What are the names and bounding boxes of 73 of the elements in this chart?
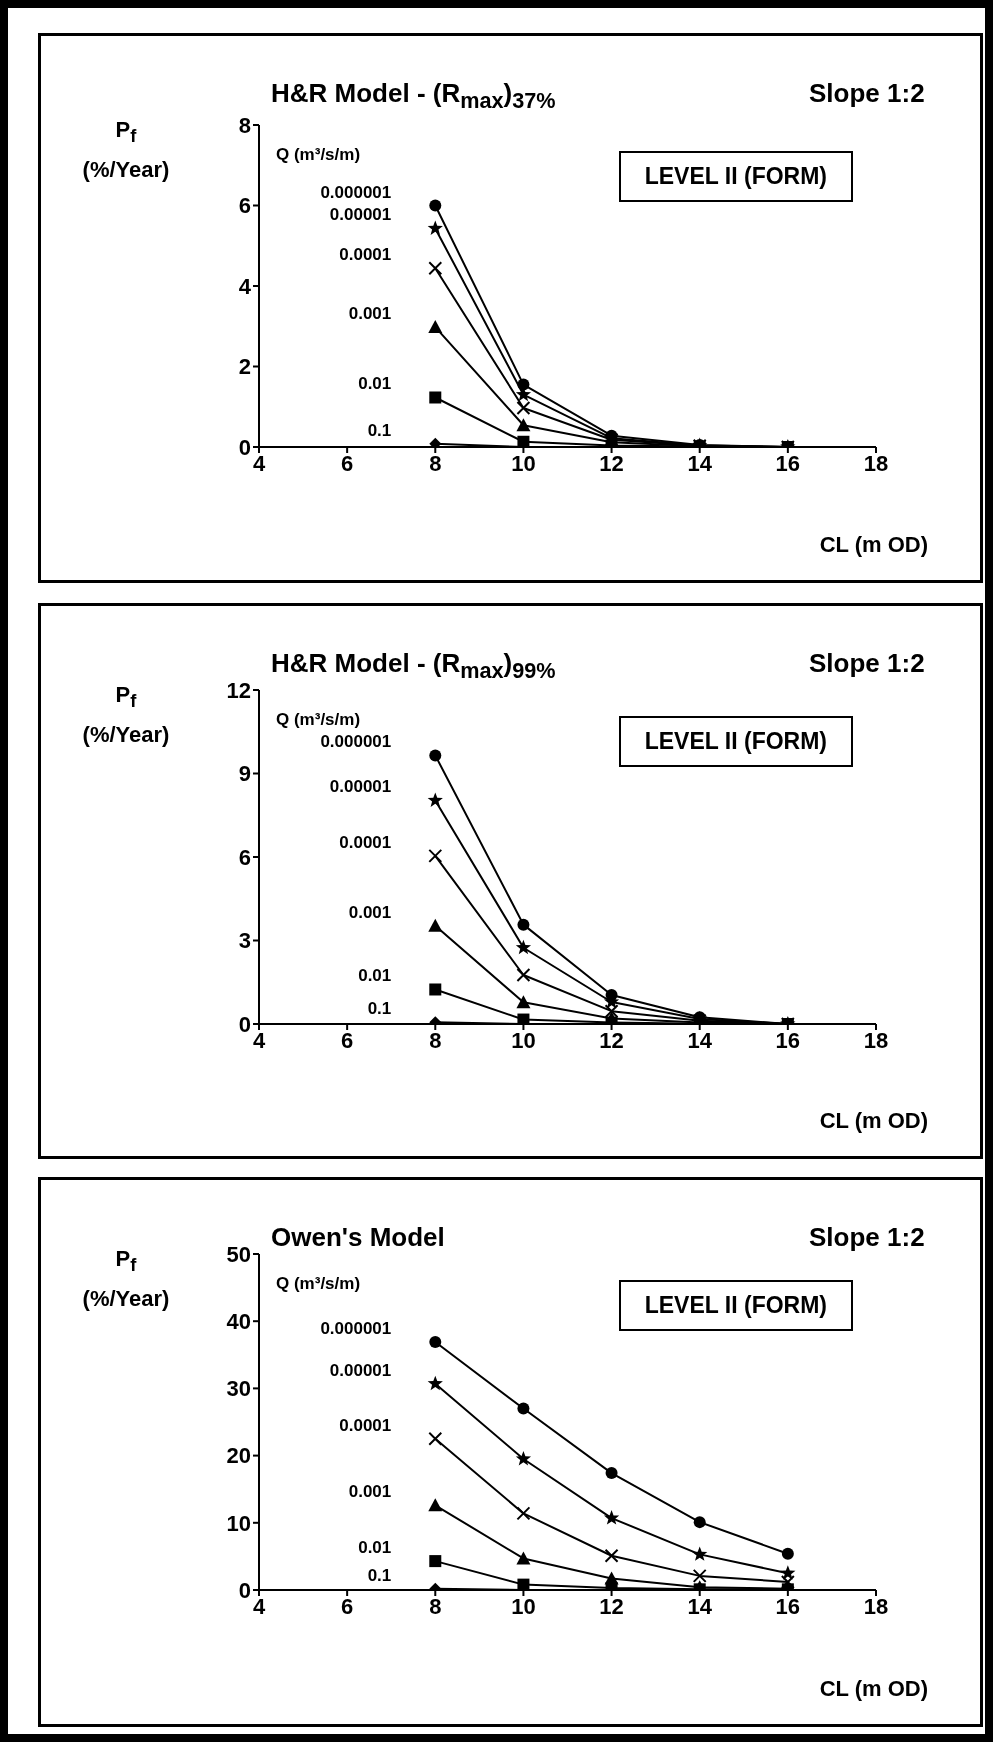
y-axis-title: P$_{f}$ (%/Year) — [81, 1245, 171, 1314]
legend-title: Q (m³/s/m) — [276, 145, 361, 165]
y-tick-label: 50 — [226, 1241, 251, 1267]
chart-title: H&R Model - (R$_{max}$)$_{99%}$ — [271, 648, 556, 685]
chart-subtitle: Slope 1:2 — [809, 648, 925, 679]
x-tick-label: 18 — [863, 450, 889, 476]
annotation: LEVEL II (FORM) — [618, 716, 853, 767]
x-tick-label: 6 — [341, 450, 354, 476]
y-tick-label: 0 — [238, 434, 251, 460]
text: 0.0001 — [339, 1415, 392, 1435]
x-tick-label: 16 — [775, 450, 801, 476]
x-tick-label: 12 — [599, 1027, 624, 1053]
x-tick-label: 10 — [511, 450, 536, 476]
y-tick-label: 20 — [226, 1443, 251, 1469]
x-axis-title: CL (m OD) — [819, 1108, 928, 1134]
x-axis-title: CL (m OD) — [819, 1676, 928, 1702]
chart-title: H&R Model - (R$_{max}$)$_{37%}$ — [271, 78, 556, 115]
text: 0.000001 — [320, 732, 392, 752]
y-tick-label: 8 — [238, 112, 251, 138]
text: 0.000001 — [320, 1319, 392, 1339]
text: 0.00001 — [329, 1360, 392, 1380]
chart-subtitle: Slope 1:2 — [809, 78, 925, 109]
x-tick-label: 8 — [429, 1027, 442, 1053]
x-tick-label: 14 — [687, 1027, 713, 1053]
text: 0.01 — [358, 1538, 392, 1558]
y-tick-label: 10 — [226, 1510, 251, 1536]
text: 0.1 — [367, 999, 392, 1019]
text: 0.0001 — [339, 832, 392, 852]
x-tick-label: 16 — [775, 1593, 801, 1619]
x-tick-label: 8 — [429, 1593, 442, 1619]
x-tick-label: 10 — [511, 1593, 536, 1619]
chart-subtitle: Slope 1:2 — [809, 1222, 925, 1253]
text: 0.01 — [358, 374, 392, 394]
y-tick-label: 6 — [238, 844, 251, 870]
y-tick-label: 0 — [238, 1577, 251, 1603]
y-tick-label: 9 — [238, 761, 251, 787]
x-tick-label: 6 — [341, 1027, 354, 1053]
y-tick-label: 40 — [226, 1309, 251, 1335]
x-tick-label: 14 — [687, 1593, 713, 1619]
text: 0.01 — [358, 966, 392, 986]
x-tick-label: 8 — [429, 450, 442, 476]
y-tick-label: 6 — [238, 193, 251, 219]
x-tick-label: 6 — [341, 1593, 354, 1619]
y-tick-label: 3 — [238, 928, 251, 954]
text: 0.1 — [367, 420, 392, 440]
text: 0.001 — [348, 1482, 392, 1502]
x-tick-label: 18 — [863, 1027, 889, 1053]
legend-title: Q (m³/s/m) — [276, 1274, 361, 1294]
y-axis-title: P$_{f}$ (%/Year) — [81, 681, 171, 750]
legend-title: Q (m³/s/m) — [276, 710, 361, 730]
text: 0.001 — [348, 304, 392, 324]
y-tick-label: 4 — [238, 273, 252, 299]
y-tick-label: 2 — [238, 354, 251, 380]
x-tick-label: 16 — [775, 1027, 801, 1053]
annotation: LEVEL II (FORM) — [618, 1280, 853, 1331]
text: 0.001 — [348, 902, 392, 922]
x-axis-title: CL (m OD) — [819, 532, 928, 558]
text: 0.00001 — [329, 205, 392, 225]
x-tick-label: 14 — [687, 450, 713, 476]
x-tick-label: 18 — [863, 1593, 889, 1619]
annotation: LEVEL II (FORM) — [618, 151, 853, 202]
text: 0.1 — [367, 1565, 392, 1585]
x-tick-label: 12 — [599, 450, 624, 476]
y-tick-label: 12 — [226, 677, 251, 703]
text: 0.00001 — [329, 777, 392, 797]
text: 0.000001 — [320, 182, 392, 202]
chart-title: Owen's Model — [271, 1222, 445, 1253]
y-tick-label: 30 — [226, 1376, 251, 1402]
x-tick-label: 10 — [511, 1027, 536, 1053]
x-tick-label: 12 — [599, 1593, 624, 1619]
y-tick-label: 0 — [238, 1011, 251, 1037]
y-axis-title: P$_{f}$ (%/Year) — [81, 116, 171, 185]
text: 0.0001 — [339, 245, 392, 265]
